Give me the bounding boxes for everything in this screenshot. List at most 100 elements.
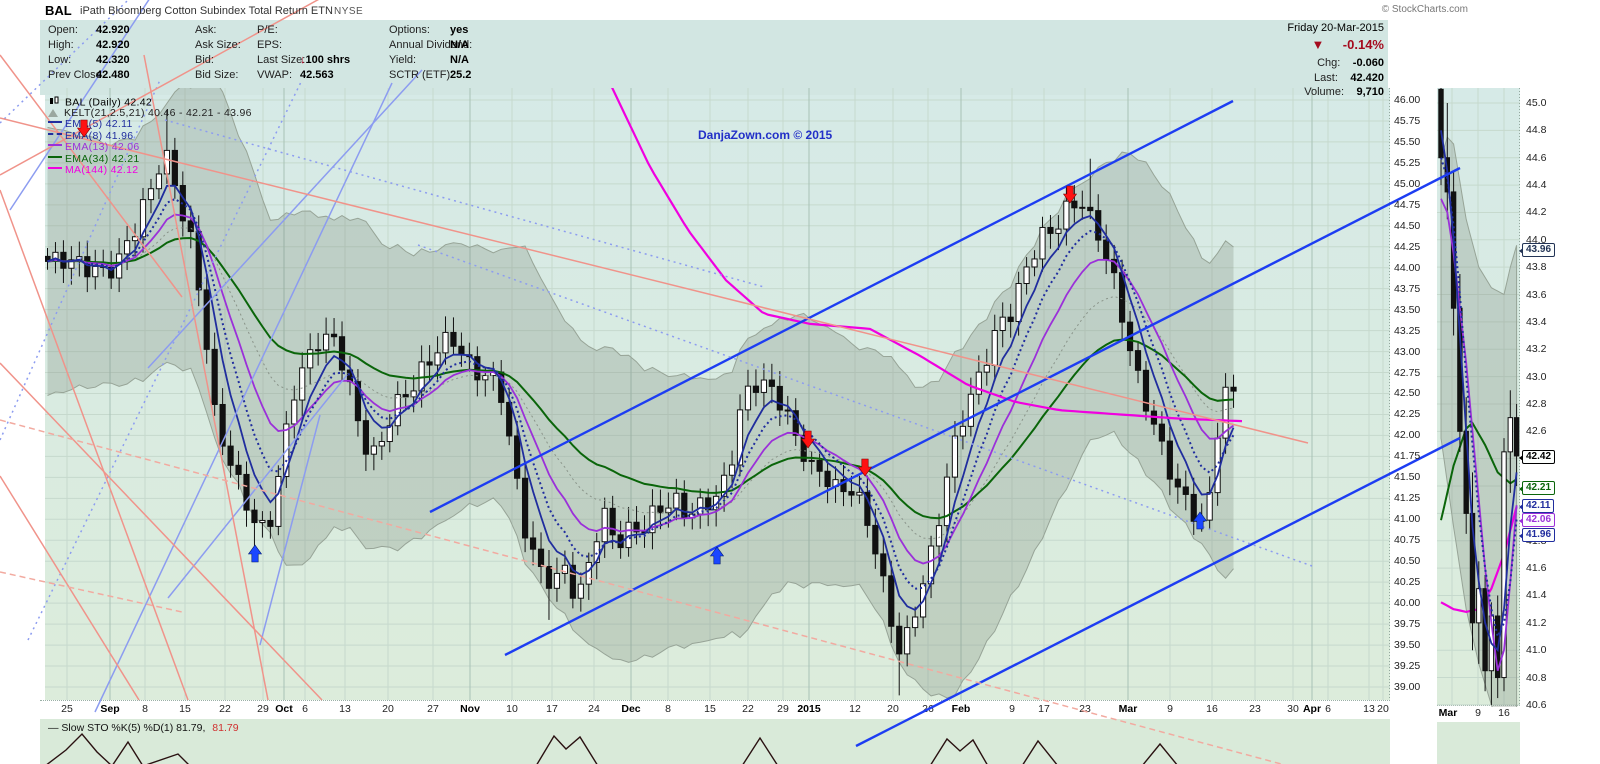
y-axis-label: 41.75 [1394, 450, 1421, 463]
x-axis-label: 15 [704, 703, 716, 715]
callout-notch [1519, 533, 1523, 539]
quote-date: Friday 20-Mar-2015 [1287, 22, 1384, 34]
legend-row: EMA(34) 42.21 [48, 152, 140, 165]
mini-plot-background [1437, 88, 1520, 705]
line-swatch-icon [48, 155, 62, 158]
mini-y-axis-label: 44.0 [1526, 233, 1547, 246]
quote-panel [40, 20, 1388, 95]
quote-value: 42.920 [96, 39, 130, 51]
quote-label: High: [48, 39, 74, 51]
y-axis-label: 43.25 [1394, 324, 1421, 337]
mini-y-axis-label: 44.8 [1526, 124, 1547, 137]
y-axis-label: 45.25 [1394, 156, 1421, 169]
price-callout: 42.42 [1519, 450, 1556, 464]
security-name: iPath Bloomberg Cotton Subindex Total Re… [80, 5, 333, 17]
mini-y-axis-label: 41.4 [1526, 589, 1547, 602]
mini-y-axis-label: 44.6 [1526, 151, 1547, 164]
price-callout: 42.06 [1519, 513, 1556, 527]
y-axis-label: 42.25 [1394, 408, 1421, 421]
quote-label: Annual Dividend: [389, 39, 473, 51]
quote-label: Options: [389, 24, 430, 36]
symbol: BAL [45, 3, 72, 18]
x-axis-label: 8 [142, 703, 148, 715]
last-value: 42.420 [1350, 72, 1384, 84]
line-swatch-icon [48, 132, 62, 135]
sto-label-red: 81.79 [212, 722, 239, 734]
x-axis-label: 15 [179, 703, 191, 715]
volume-row: Volume: 9,710 [1304, 82, 1384, 100]
x-axis-label: 22 [742, 703, 754, 715]
callout-notch [1519, 504, 1523, 510]
y-axis-label: 45.75 [1394, 114, 1421, 127]
mini-x-axis-label: 9 [1475, 707, 1481, 719]
legend-row: EMA(5) 42.11 [48, 119, 133, 130]
mini-y-axis-label: 45.0 [1526, 97, 1547, 109]
x-axis-label: 9 [1167, 703, 1173, 715]
price-callout: 43.96 [1519, 243, 1556, 257]
exchange: NYSE [334, 6, 364, 17]
volume-label: Volume: [1304, 86, 1345, 98]
quote-label: Open: [48, 24, 78, 36]
y-axis-label: 41.00 [1394, 513, 1421, 526]
mini-y-axis-label: 41.2 [1526, 616, 1547, 629]
x-axis-label: 27 [427, 703, 439, 715]
x-axis-label: 20 [1377, 703, 1389, 715]
quote-value: 42.320 [96, 54, 130, 66]
y-axis-label: 42.50 [1394, 387, 1421, 400]
legend-row: KELT(21,2.5,21) 40.46 - 42.21 - 43.96 [48, 107, 252, 119]
line-swatch-icon [48, 121, 62, 124]
x-axis-label: 17 [1038, 703, 1050, 715]
stockcharts-copyright: © StockCharts.com [1381, 4, 1468, 15]
x-axis-label: 12 [849, 703, 861, 715]
legend-label: MA(144) 42.12 [65, 164, 139, 176]
x-axis-label: 25 [61, 703, 73, 715]
mini-y-axis-label: 43.4 [1526, 315, 1547, 328]
quote-value: 25.2 [450, 69, 472, 81]
sto-indicator-label: — Slow STO %K(5) %D(1) 81.79, 81.79 [48, 722, 239, 734]
x-axis-label: 20 [382, 703, 394, 715]
x-axis-label: 8 [665, 703, 671, 715]
mini-y-axis-label: 44.4 [1526, 179, 1547, 192]
callout-notch [1519, 455, 1523, 461]
line-swatch-icon [48, 144, 62, 147]
x-axis-label: 13 [339, 703, 351, 715]
quote-label: VWAP: [257, 69, 293, 81]
y-axis-label: 40.50 [1394, 555, 1421, 568]
legend-label: EMA(5) 42.11 [65, 118, 133, 130]
y-axis-label: 45.00 [1394, 177, 1421, 190]
quote-label: Ask Size: [195, 39, 241, 51]
mini-y-axis-label: 41.0 [1526, 644, 1547, 657]
quote-value: yes [450, 24, 469, 36]
x-axis-label: Sep [100, 703, 120, 715]
quote-label: EPS: [257, 39, 283, 51]
main-plot-background [45, 88, 1390, 700]
triangle-icon [48, 108, 58, 117]
mini-y-axis-label: 41.6 [1526, 562, 1547, 575]
chg-value: -0.060 [1352, 57, 1384, 69]
y-axis-label: 39.25 [1394, 660, 1421, 673]
y-axis-label: 43.00 [1394, 345, 1421, 358]
last-row: Last: 42.420 [1314, 68, 1384, 86]
mini-y-axis-label: 42.8 [1526, 397, 1547, 410]
callout-notch [1519, 518, 1523, 524]
legend-row: EMA(8) 41.96 [48, 130, 133, 142]
pct-change: -0.14% [1342, 37, 1384, 52]
x-axis-label: Mar [1118, 703, 1138, 715]
legend-label: EMA(34) 42.21 [65, 152, 140, 165]
chg-label: Chg: [1317, 57, 1341, 69]
watermark: DanjaZown.com © 2015 [698, 128, 833, 142]
y-axis-label: 39.50 [1394, 639, 1421, 652]
last-label: Last: [1314, 72, 1338, 84]
quote-value: N/A [450, 54, 469, 66]
quote-value: N/A [450, 39, 469, 51]
price-callout: 42.11 [1519, 499, 1555, 513]
quote-label: Ask: [195, 24, 217, 36]
quote-value: 42.920 [96, 24, 130, 36]
y-axis-label: 42.00 [1394, 429, 1421, 442]
y-axis-label: 41.50 [1394, 471, 1421, 484]
callout-notch [1519, 486, 1523, 492]
quote-label: Low: [48, 54, 72, 66]
legend-label: EMA(13) 42.06 [65, 141, 140, 153]
mini-y-axis-label: 43.6 [1526, 288, 1547, 301]
quote-label: P/E: [257, 24, 278, 36]
